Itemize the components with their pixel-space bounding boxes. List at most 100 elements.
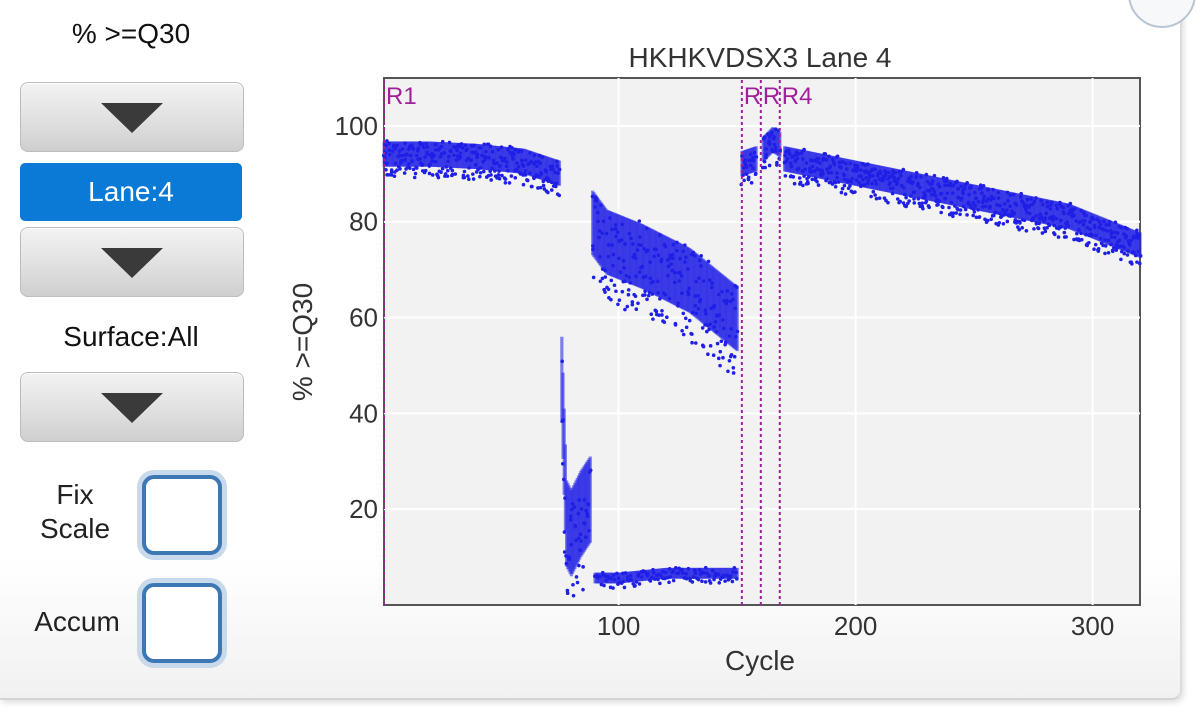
data-band [778,131,782,158]
data-point [636,301,640,306]
metric-dropdown-button[interactable] [20,82,244,152]
data-point [687,318,692,323]
data-point [734,285,739,289]
data-point [696,577,701,582]
data-point [1017,227,1021,232]
y-tick-label: 100 [335,111,378,141]
y-tick-label: 40 [349,398,378,428]
data-point [1064,235,1068,239]
data-point [445,168,450,173]
data-point [1130,262,1134,266]
data-point [731,366,736,370]
data-point [413,171,418,176]
data-point [489,173,493,177]
data-point [387,173,391,177]
data-band [735,286,739,352]
y-axis-label: % >=Q30 [287,283,318,401]
data-point [871,189,876,194]
data-point [917,201,922,206]
surface-selector-label: Surface:All [20,308,242,366]
data-point [708,581,713,585]
dropdown-arrow-icon [101,248,163,278]
data-point [700,579,704,584]
data-point [617,298,622,302]
x-tick-label: 200 [834,611,877,641]
data-point [503,177,508,181]
data-point [810,177,815,182]
data-point [726,369,730,374]
data-point [835,154,840,159]
data-band [557,160,562,186]
read-marker-label: R4 [782,83,813,110]
data-point [886,200,890,205]
data-point [732,354,737,359]
data-point [1137,261,1142,266]
data-point [643,293,647,297]
data-point [958,208,963,212]
data-point [783,174,788,178]
data-point [611,586,615,590]
data-point [497,176,502,181]
data-point [792,181,797,186]
data-point [1103,244,1108,248]
data-point [1053,232,1057,237]
data-point [575,580,580,585]
data-point [407,166,412,170]
data-point [557,167,562,172]
data-point [625,304,630,309]
data-point [791,175,796,179]
data-point [546,190,550,195]
data-point [450,172,455,177]
data-point [1043,229,1048,234]
surface-dropdown-button[interactable] [20,372,244,442]
data-point [954,211,959,215]
accum-checkbox[interactable] [142,583,222,663]
lane-selector-label: Lane:4 [20,163,242,221]
data-point [699,253,704,258]
data-point [963,207,968,212]
data-point [1087,240,1091,245]
data-point [700,326,705,330]
data-point [1138,254,1143,258]
data-point [1096,249,1101,253]
data-point [941,205,945,210]
data-point [690,580,695,584]
data-point [727,358,732,363]
data-point [571,593,576,598]
data-point [1125,253,1130,257]
fix-scale-label-line1: Fix [56,479,94,510]
fix-scale-checkbox[interactable] [142,475,222,555]
data-point [445,174,450,178]
data-point [645,297,649,302]
data-point [626,292,631,297]
data-point [833,184,838,189]
data-point [549,188,554,192]
data-point [525,178,529,182]
x-tick-label: 100 [597,611,640,641]
data-point [630,302,635,307]
grid [384,78,1140,605]
data-point [708,344,713,348]
data-point [716,356,721,361]
data-point [620,289,625,294]
data-point [711,353,716,358]
data-point [471,177,476,181]
data-point [667,580,671,585]
data-point [1110,248,1115,253]
data-point [877,196,882,200]
data-point [436,175,441,180]
lane-dropdown-button[interactable] [20,227,244,297]
data-point [701,344,706,349]
data-point [588,468,593,473]
data-point [873,193,877,197]
data-point [763,165,767,170]
data-point [651,317,655,321]
data-point [633,583,637,588]
data-point [971,213,976,218]
data-point [602,583,606,588]
accum-label: Accum [34,606,120,637]
data-point [427,171,432,176]
data-point [623,307,627,312]
data-point [1045,226,1049,230]
data-point [609,297,613,302]
